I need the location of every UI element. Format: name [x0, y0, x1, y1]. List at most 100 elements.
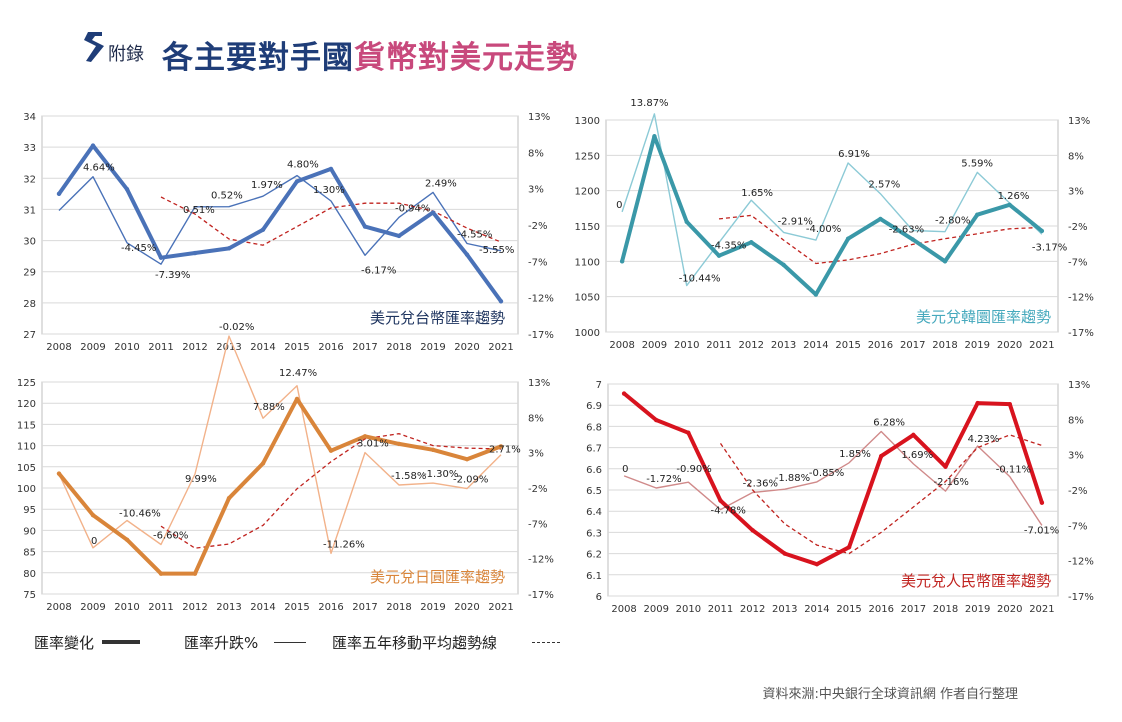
data-label: -2.63% [889, 224, 924, 235]
legend-item-change: 匯率升跌% [184, 634, 259, 652]
right-tick-label: 3% [528, 449, 544, 460]
left-tick-label: 7 [596, 380, 602, 391]
data-label: -0.90% [676, 464, 711, 475]
data-label: 0.51% [183, 205, 215, 216]
left-tick-label: 1000 [575, 328, 600, 339]
left-tick-label: 33 [23, 143, 36, 154]
data-label: 4.23% [968, 434, 1000, 445]
category-label: 2014 [803, 340, 828, 351]
series-change-line [621, 113, 1043, 287]
left-tick-label: 6.6 [586, 465, 602, 476]
left-tick-label: 105 [17, 463, 36, 474]
rate-point [716, 253, 722, 258]
series-rate-line [57, 143, 503, 304]
category-label: 2015 [284, 602, 309, 613]
source-note: 資料來淵:中央銀行全球資訊網 作者自行整理 [762, 687, 1018, 702]
rate-point [362, 434, 368, 439]
category-label: 2021 [488, 602, 513, 613]
data-label: -10.46% [119, 509, 161, 520]
data-label: 7.88% [253, 402, 285, 413]
category-label: 2021 [488, 342, 513, 353]
category-label: 2016 [868, 604, 893, 615]
left-tick-label: 100 [17, 484, 36, 495]
left-tick-label: 1100 [575, 257, 600, 268]
category-label: 2017 [901, 604, 926, 615]
chart-usd-twd: 27 28 29 30 31 32 33 34 -17% -12% -7% -2% 3% 8% 13% 200… [0, 108, 560, 364]
rate-point [975, 212, 980, 217]
category-label: 2010 [676, 604, 701, 615]
rate-point [879, 453, 884, 459]
data-label: -11.26% [323, 539, 365, 550]
data-label: 0 [616, 200, 622, 211]
chart-title: 美元兌人民幣匯率趨勢 [901, 572, 1051, 590]
left-tick-label: 6.7 [586, 444, 602, 455]
category-label: 2016 [868, 340, 893, 351]
left-tick-label: 6.9 [586, 401, 602, 412]
rate-point [813, 292, 819, 297]
data-label: 5.59% [961, 158, 993, 169]
chart-svg: 75 80 85 90 95 100 105 110 115 120 125 -17% -12% -7% -… [17, 322, 554, 613]
series-ma-line [718, 214, 1042, 265]
left-tick-label: 90 [23, 526, 36, 537]
rate-point [158, 571, 164, 576]
category-label: 2020 [997, 340, 1022, 351]
legend-swatch-thin [274, 642, 306, 643]
category-label: 2019 [965, 340, 990, 351]
category-label: 2014 [250, 342, 275, 353]
rate-point [362, 224, 368, 229]
right-tick-label: -7% [1068, 257, 1087, 268]
right-tick-label: -12% [528, 294, 554, 305]
category-label: 2021 [1029, 604, 1054, 615]
left-tick-label: 95 [23, 505, 36, 516]
rate-point [845, 236, 851, 241]
category-label: 2008 [46, 342, 71, 353]
data-label: 1.65% [741, 188, 773, 199]
right-tick-label: -17% [528, 590, 554, 601]
left-tick-label: 80 [23, 569, 36, 580]
right-tick-label: 3% [1068, 451, 1084, 462]
rate-point [124, 186, 130, 192]
rate-point [464, 252, 470, 257]
rate-point [396, 233, 402, 239]
data-label: 1.85% [839, 449, 871, 460]
right-tick-label: -2% [1068, 486, 1087, 497]
left-tick-label: 6.5 [586, 486, 602, 497]
data-label: -6.17% [361, 265, 396, 276]
left-tick-label: 32 [23, 174, 36, 185]
left-tick-label: 85 [23, 548, 36, 559]
category-label: 2016 [318, 602, 343, 613]
rate-point [911, 432, 916, 438]
rate-point [975, 400, 980, 406]
legend-swatch-dashed [532, 642, 560, 643]
chart-usd-jpy: 75 80 85 90 95 100 105 110 115 120 125 -17% -12% -7% -… [0, 322, 560, 620]
rate-point [158, 255, 164, 260]
right-tick-label: -12% [528, 555, 554, 566]
right-tick-label: -2% [528, 221, 547, 232]
data-label: 13.87% [630, 98, 668, 109]
rate-point [90, 512, 96, 518]
data-label: 2.57% [868, 180, 900, 191]
data-label: 6.28% [873, 417, 905, 428]
title-part-navy: 各主要對手國 [162, 40, 354, 76]
rate-point [464, 456, 470, 462]
category-label: 2012 [740, 604, 765, 615]
rate-point [781, 262, 786, 268]
data-label: -2.09% [453, 475, 488, 486]
data-label: -0.11% [996, 465, 1031, 476]
data-label: -4.35% [711, 241, 746, 252]
right-tick-label: 3% [1068, 187, 1084, 198]
s-arrow-logo-icon [84, 32, 104, 62]
right-tick-label: -12% [1068, 557, 1094, 568]
data-label: -0.94% [395, 203, 430, 214]
data-label: -2.91% [778, 216, 813, 227]
data-label: 6.91% [838, 149, 870, 160]
category-label: 2011 [706, 340, 731, 351]
rate-point [328, 166, 334, 172]
rate-point [943, 464, 948, 469]
rate-point [749, 240, 754, 245]
data-label: -4.45% [121, 243, 156, 254]
rate-point [1039, 228, 1045, 234]
rate-point [1007, 401, 1012, 407]
category-label: 2009 [80, 602, 105, 613]
category-label: 2009 [642, 340, 667, 351]
